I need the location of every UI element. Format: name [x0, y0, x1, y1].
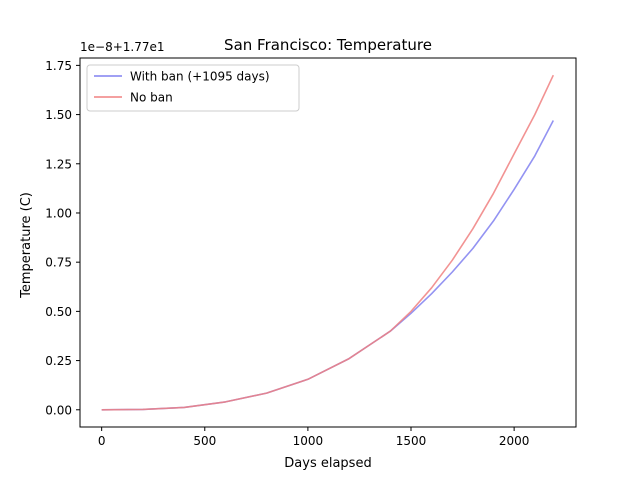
chart-title: San Francisco: Temperature: [224, 36, 432, 54]
x-tick-label: 1500: [396, 434, 427, 448]
legend-label-1: With ban (+1095 days): [130, 70, 270, 84]
y-tick-label: 1.50: [45, 108, 72, 122]
y-axis-label: Temperature (C): [19, 192, 34, 299]
y-tick-label: 1.00: [45, 206, 72, 220]
y-axis-offset-label: 1e−8+1.77e1: [80, 40, 165, 54]
legend: With ban (+1095 days) No ban: [86, 64, 300, 112]
legend-box: [86, 64, 300, 112]
axes-frame: [79, 57, 577, 428]
plot-area: 0 500 1000 1500 2000 0.00 0.25 0.50 0.75 1.00 1.25…: [45, 57, 577, 448]
y-tick-label: 0.00: [45, 403, 72, 417]
legend-label-2: No ban: [130, 91, 173, 105]
x-tick-label: 2000: [499, 434, 530, 448]
x-axis-label: Days elapsed: [284, 456, 371, 471]
y-tick-label: 0.25: [45, 354, 72, 368]
y-tick-label: 0.50: [45, 305, 72, 319]
y-tick-label: 0.75: [45, 256, 72, 270]
y-tick-label: 1.25: [45, 157, 72, 171]
x-tick-label: 500: [193, 434, 216, 448]
series-line-2: [101, 74, 555, 411]
x-tick-label: 0: [98, 434, 106, 448]
x-tick-label: 1000: [293, 434, 324, 448]
y-tick-label: 1.75: [45, 59, 72, 73]
